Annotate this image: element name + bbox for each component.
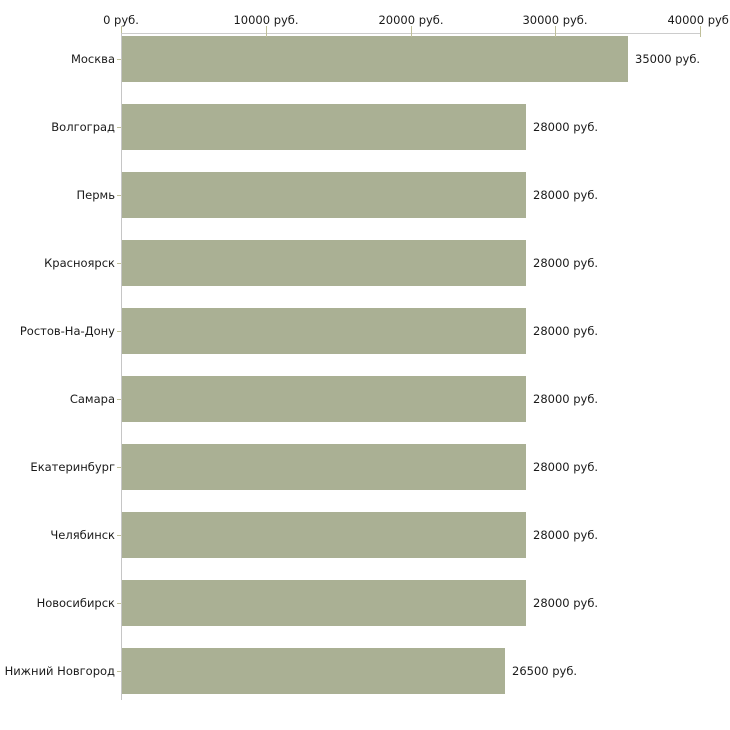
x-axis-tick-label: 30000 руб. — [522, 13, 588, 27]
y-axis-tick — [117, 467, 121, 468]
value-label: 28000 руб. — [533, 460, 599, 474]
x-axis-tick-label: 10000 руб. — [233, 13, 299, 27]
y-axis-tick — [117, 263, 121, 264]
x-axis-tick — [266, 26, 267, 37]
category-label: Ростов-На-Дону — [19, 324, 115, 338]
value-label: 26500 руб. — [512, 664, 578, 678]
x-axis-tick-label: 40000 руб. — [667, 13, 730, 27]
value-label: 28000 руб. — [533, 188, 599, 202]
category-label: Челябинск — [50, 528, 115, 542]
x-axis-tick — [700, 26, 701, 37]
category-label: Самара — [69, 392, 115, 406]
bar-3 — [121, 240, 526, 286]
value-label: 28000 руб. — [533, 528, 599, 542]
y-axis-tick — [117, 603, 121, 604]
value-label: 28000 руб. — [533, 324, 599, 338]
x-axis-tick — [555, 26, 556, 37]
x-axis-tick-label: 20000 руб. — [378, 13, 444, 27]
y-axis-tick — [117, 671, 121, 672]
bar-2 — [121, 172, 526, 218]
category-label: Нижний Новгород — [4, 664, 115, 678]
bar-7 — [121, 512, 526, 558]
y-axis-tick — [117, 127, 121, 128]
y-axis-tick — [117, 59, 121, 60]
category-label: Екатеринбург — [30, 460, 115, 474]
bar-8 — [121, 580, 526, 626]
category-label: Новосибирск — [36, 596, 115, 610]
category-label: Красноярск — [44, 256, 115, 270]
category-label: Волгоград — [51, 120, 115, 134]
x-axis-tick — [411, 26, 412, 37]
category-label: Москва — [70, 52, 115, 66]
x-axis-tick — [121, 26, 122, 37]
y-axis-tick — [117, 535, 121, 536]
x-axis-tick-label: 0 руб. — [103, 13, 139, 27]
bar-5 — [121, 376, 526, 422]
y-axis-line — [121, 33, 122, 700]
bar-4 — [121, 308, 526, 354]
value-label: 28000 руб. — [533, 120, 599, 134]
y-axis-tick — [117, 195, 121, 196]
y-axis-tick — [117, 331, 121, 332]
value-label: 28000 руб. — [533, 392, 599, 406]
value-label: 28000 руб. — [533, 256, 599, 270]
bar-1 — [121, 104, 526, 150]
value-label: 28000 руб. — [533, 596, 599, 610]
value-label: 35000 руб. — [635, 52, 701, 66]
bar-6 — [121, 444, 526, 490]
bar-9 — [121, 648, 505, 694]
y-axis-tick — [117, 399, 121, 400]
bar-0 — [121, 36, 628, 82]
category-label: Пермь — [76, 188, 115, 202]
